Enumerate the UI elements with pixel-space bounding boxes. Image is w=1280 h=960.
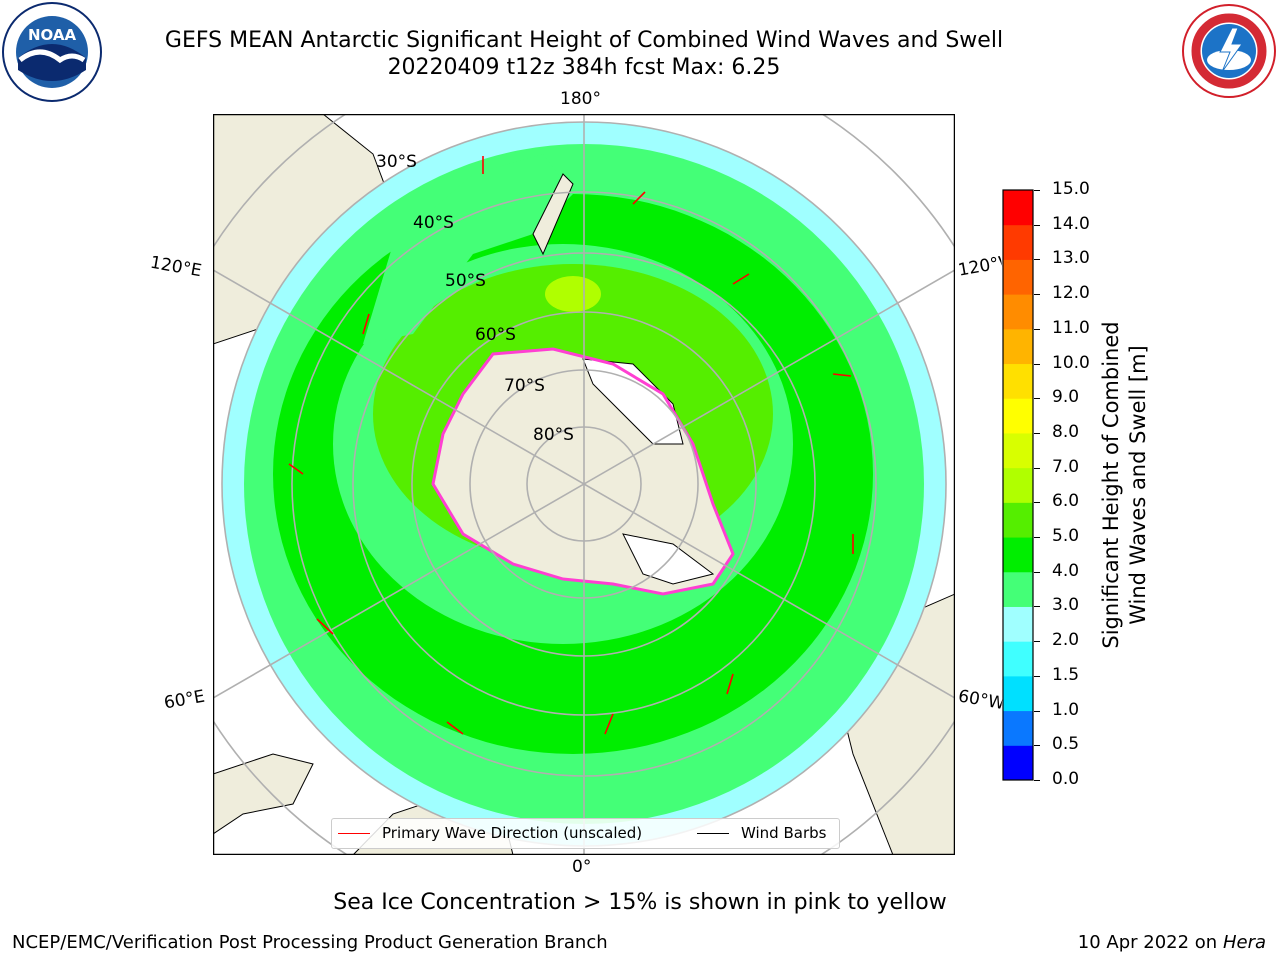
- colorbar-segment: [1003, 398, 1033, 434]
- colorbar-tick-mark: [1034, 502, 1040, 504]
- colorbar-tick-label: 4.0: [1052, 560, 1080, 581]
- colorbar-segment: [1003, 363, 1033, 399]
- colorbar-tick-label: 1.5: [1052, 664, 1080, 685]
- colorbar-segment: [1003, 432, 1033, 469]
- wave-band-tasman: [363, 154, 573, 344]
- noaa-logo-text: NOAA: [28, 26, 77, 44]
- chart-title: GEFS MEAN Antarctic Significant Height o…: [164, 28, 1004, 53]
- lat-label-60s: 60°S: [475, 325, 516, 345]
- colorbar-segment: [1003, 328, 1033, 365]
- sea-ice-edge: [431, 347, 735, 596]
- colorbar-tick-mark: [1034, 224, 1040, 226]
- colorbar-tick-mark: [1034, 398, 1040, 400]
- lat-label-70s: 70°S: [504, 376, 545, 396]
- colorbar-tick-label: 8.0: [1052, 421, 1080, 442]
- lon-label-180: 180°: [560, 89, 601, 109]
- colorbar-tick-label: 0.0: [1052, 769, 1080, 789]
- colorbar-tick-label: 10.0: [1052, 352, 1090, 373]
- footer-date-text: 10 Apr 2022 on: [1077, 932, 1223, 953]
- colorbar-segment: [1003, 294, 1033, 330]
- polar-map: [213, 114, 955, 855]
- colorbar-segment: [1003, 537, 1033, 573]
- ice-shelf-ross: [582, 358, 684, 445]
- colorbar-tick-mark: [1034, 780, 1040, 781]
- colorbar-tick-label: 7.0: [1052, 456, 1080, 477]
- lat-label-80s: 80°S: [533, 425, 574, 445]
- lon-label-60e: 60°E: [162, 686, 207, 714]
- colorbar-segment: [1003, 502, 1033, 538]
- colorbar-tick-mark: [1034, 432, 1040, 434]
- legend-label-wave-direction: Primary Wave Direction (unscaled): [382, 824, 643, 842]
- lon-label-120e: 120°E: [148, 252, 204, 282]
- colorbar-segment: [1003, 259, 1033, 295]
- colorbar-tick-mark: [1034, 190, 1040, 191]
- colorbar-tick-mark: [1034, 571, 1040, 573]
- chart-subtitle-run: 20220409 t12z 384h fcst Max: 6.25: [387, 55, 781, 80]
- colorbar-segment: [1003, 710, 1033, 746]
- colorbar: [1002, 189, 1034, 781]
- legend-item-wave-direction: Primary Wave Direction (unscaled): [338, 824, 642, 842]
- map-frame: [213, 114, 955, 855]
- graticule: [213, 114, 955, 855]
- colorbar-segment: [1003, 467, 1033, 503]
- lat-label-30s: 30°S: [376, 152, 417, 172]
- sea-ice-note: Sea Ice Concentration > 15% is shown in …: [333, 890, 947, 915]
- noaa-logo: NOAA: [2, 2, 102, 102]
- nws-logo: [1182, 4, 1276, 98]
- lon-label-120w: 120°W: [956, 253, 1004, 281]
- colorbar-segment: [1003, 606, 1033, 642]
- colorbar-label-line1: Significant Height of Combined: [1099, 321, 1123, 649]
- colorbar-segment: [1003, 571, 1033, 607]
- lat-label-40s: 40°S: [413, 213, 454, 233]
- colorbar-tick-label: 9.0: [1052, 387, 1080, 408]
- legend-swatch-black: [697, 833, 729, 834]
- ice-shelf-weddell: [622, 533, 715, 585]
- colorbar-segment: [1003, 190, 1033, 226]
- colorbar-segment: [1003, 675, 1033, 712]
- colorbar-tick-label: 5.0: [1052, 526, 1080, 547]
- legend-label-wind-barbs: Wind Barbs: [741, 824, 827, 842]
- colorbar-tick-label: 6.0: [1052, 491, 1080, 512]
- colorbar-tick-mark: [1034, 294, 1040, 296]
- colorbar-tick-mark: [1034, 641, 1040, 643]
- colorbar-tick-mark: [1034, 537, 1040, 539]
- colorbar-tick-mark: [1034, 467, 1040, 469]
- land-madagascar: [213, 753, 314, 835]
- wave-direction-arrows: [288, 156, 854, 735]
- colorbar-label: Significant Height of Combined Wind Wave…: [1098, 275, 1158, 695]
- colorbar-segment: [1003, 641, 1033, 677]
- lon-label-0: 0°: [572, 857, 592, 877]
- colorbar-tick-label: 3.0: [1052, 595, 1080, 616]
- colorbar-tick-label: 0.5: [1052, 734, 1080, 755]
- colorbar-tick-label: 1.0: [1052, 699, 1080, 720]
- map-legend: Primary Wave Direction (unscaled) Wind B…: [331, 818, 840, 849]
- colorbar-tick-mark: [1034, 675, 1040, 677]
- colorbar-tick-mark: [1034, 745, 1040, 747]
- colorbar-label-line2: Wind Waves and Swell [m]: [1126, 345, 1150, 625]
- legend-swatch-red: [338, 833, 370, 834]
- colorbar-frame: [1002, 189, 1034, 781]
- colorbar-tick-mark: [1034, 606, 1040, 608]
- footer-credit: NCEP/EMC/Verification Post Processing Pr…: [12, 932, 608, 953]
- lon-label-60w: 60°W: [956, 686, 1004, 714]
- colorbar-segment: [1003, 745, 1033, 781]
- colorbar-tick-mark: [1034, 328, 1040, 330]
- colorbar-tick-mark: [1034, 363, 1040, 365]
- colorbar-tick-mark: [1034, 259, 1040, 261]
- footer-host: Hera: [1222, 932, 1266, 953]
- wave-band-6-7m: [545, 276, 601, 312]
- colorbar-tick-label: 2.0: [1052, 630, 1080, 651]
- colorbar-tick-label: 14.0: [1052, 213, 1090, 234]
- colorbar-tick-mark: [1034, 710, 1040, 712]
- lat-label-50s: 50°S: [445, 271, 486, 291]
- colorbar-tick-label: 15.0: [1052, 179, 1090, 199]
- colorbar-tick-label: 12.0: [1052, 283, 1090, 304]
- colorbar-tick-label: 13.0: [1052, 248, 1090, 269]
- colorbar-tick-label: 11.0: [1052, 317, 1090, 338]
- colorbar-segment: [1003, 224, 1033, 260]
- footer-date: 10 Apr 2022 on Hera: [1078, 932, 1266, 953]
- legend-item-wind-barbs: Wind Barbs: [697, 824, 826, 842]
